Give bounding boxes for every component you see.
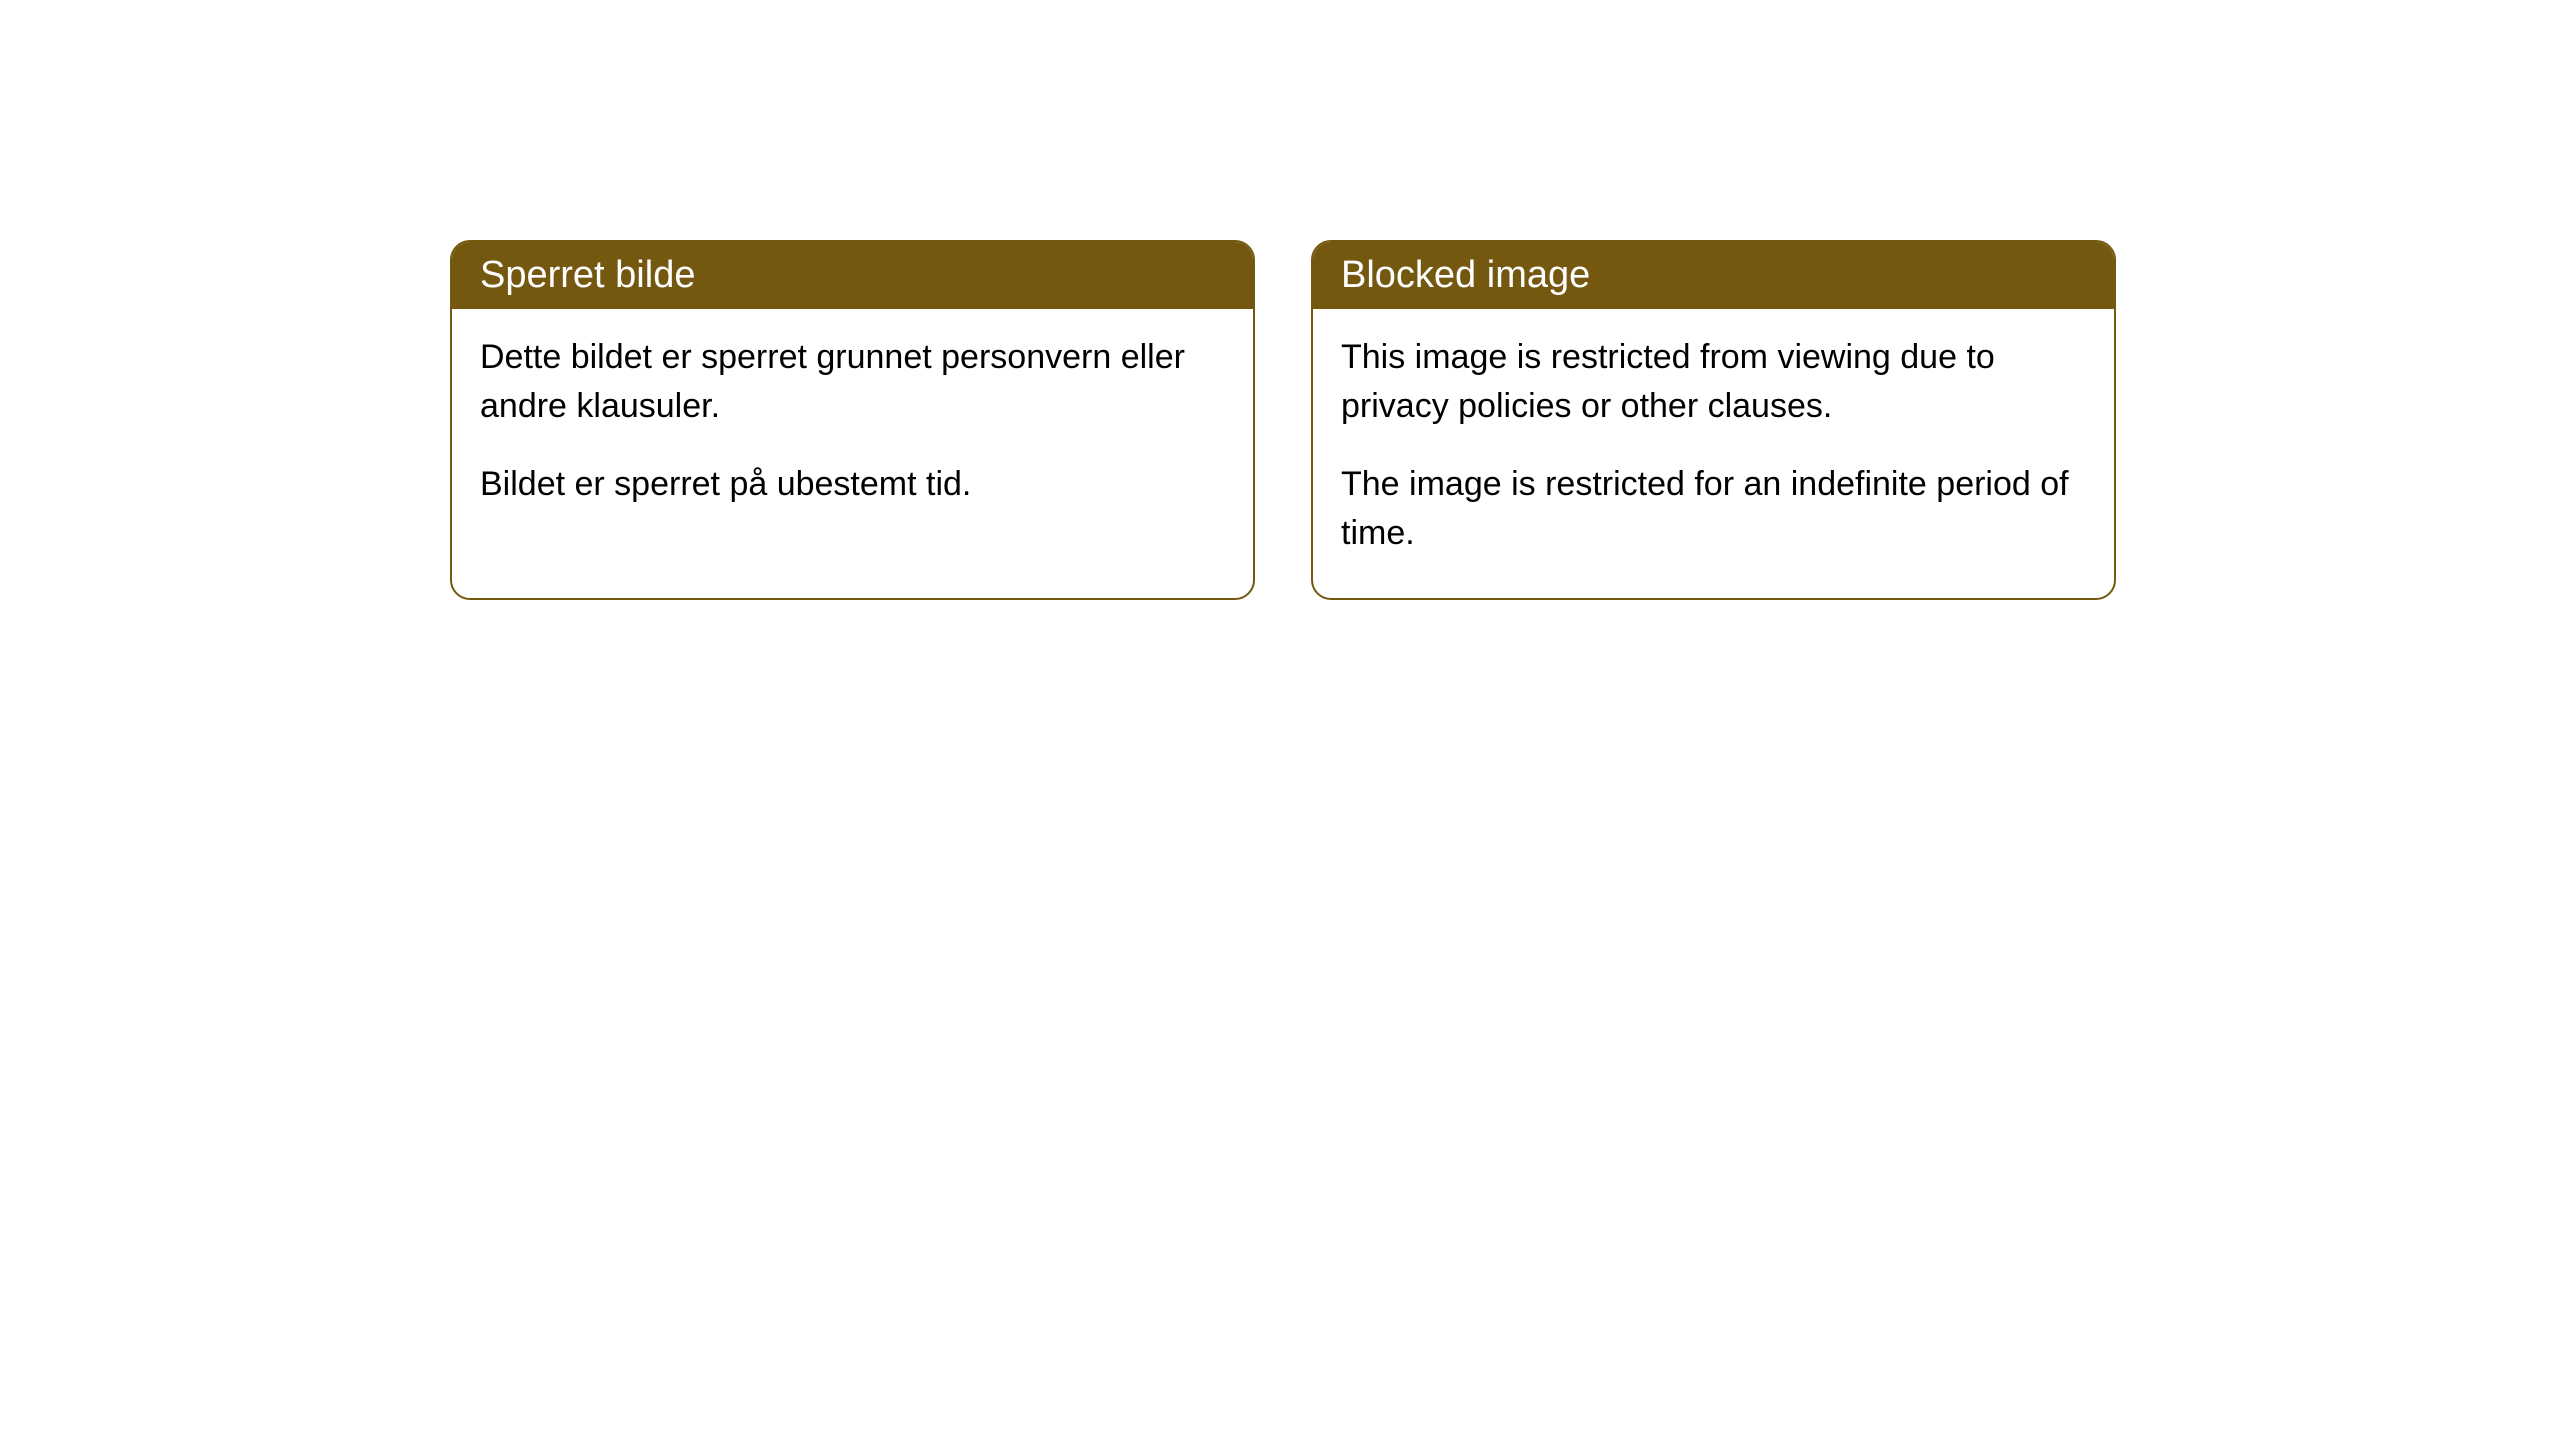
notice-cards-container: Sperret bilde Dette bildet er sperret gr… (450, 240, 2116, 600)
card-title: Sperret bilde (480, 254, 695, 296)
card-paragraph: Dette bildet er sperret grunnet personve… (480, 333, 1225, 432)
card-body-english: This image is restricted from viewing du… (1313, 309, 2114, 598)
notice-card-english: Blocked image This image is restricted f… (1311, 240, 2116, 600)
card-title: Blocked image (1341, 254, 1590, 296)
card-header-norwegian: Sperret bilde (452, 242, 1253, 309)
card-paragraph: Bildet er sperret på ubestemt tid. (480, 460, 1225, 509)
card-header-english: Blocked image (1313, 242, 2114, 309)
card-body-norwegian: Dette bildet er sperret grunnet personve… (452, 309, 1253, 549)
notice-card-norwegian: Sperret bilde Dette bildet er sperret gr… (450, 240, 1255, 600)
card-paragraph: This image is restricted from viewing du… (1341, 333, 2086, 432)
card-paragraph: The image is restricted for an indefinit… (1341, 460, 2086, 559)
